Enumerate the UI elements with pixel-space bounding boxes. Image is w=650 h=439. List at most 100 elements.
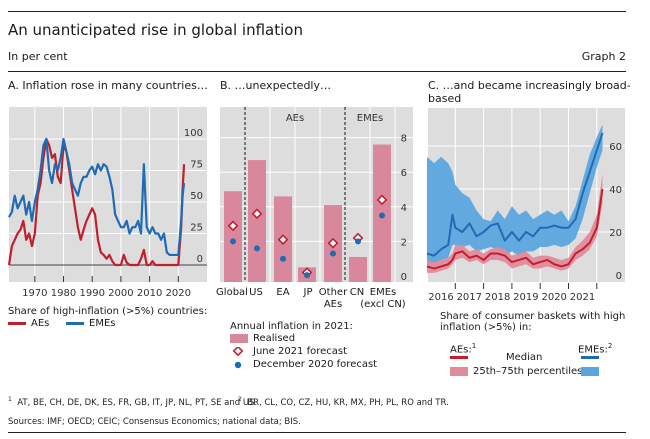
category-label-line: (excl CN)	[360, 299, 406, 310]
y-tick-label: 25	[190, 223, 203, 234]
legend-item-aes: AEs	[8, 318, 49, 329]
ae-median-line	[426, 188, 604, 270]
x-tick-label: 1970	[22, 288, 47, 299]
y-tick-label: 4	[401, 203, 407, 214]
x-tick-label: 2010	[137, 288, 162, 299]
panel-a-title: A. Inflation rose in many countries…	[8, 79, 208, 92]
footnote-text: AT, BE, CH, DE, DK, ES, FR, GB, IT, JP, …	[17, 397, 258, 408]
legend-item-realised: Realised	[230, 333, 295, 344]
dot-icon	[234, 361, 242, 368]
y-tick-label: 60	[609, 142, 622, 153]
legend-item-emes: EMEs	[66, 318, 115, 329]
category-label: Global	[216, 287, 248, 298]
x-tick-label: 2018	[485, 292, 510, 303]
eme-median-line	[426, 132, 604, 257]
page-title: An unanticipated rise in global inflatio…	[8, 21, 303, 39]
x-tick-label: 1980	[51, 288, 76, 299]
panel-c-legend-title-line1: Share of consumer baskets with high	[440, 311, 626, 322]
legend-median-label: Median	[506, 352, 543, 363]
footnote-text: BR, CL, CO, CZ, HU, KR, MX, PH, PL, RO a…	[247, 397, 449, 408]
marker-june-forecast	[277, 234, 289, 246]
legend-label: December 2020 forecast	[253, 359, 378, 370]
legend-label: EMEs	[89, 318, 116, 329]
group-label-aes: AEs	[286, 113, 304, 124]
category-label: JP	[303, 287, 313, 298]
category-label: EA	[276, 287, 290, 298]
bar-realised	[349, 256, 367, 282]
aes-line-swatch	[8, 322, 26, 325]
eme-heading-text: EMEs:	[578, 344, 608, 356]
eme-band-swatch	[581, 367, 599, 376]
category-label: US	[249, 287, 263, 298]
emes-line-swatch	[66, 322, 84, 325]
legend-label: AEs	[31, 318, 50, 329]
x-tick-label: 2020	[541, 292, 566, 303]
panel-b-chart: 0 2 4 6 8 AEs EMEs	[220, 107, 413, 283]
panel-b-title: B. …unexpectedly…	[220, 79, 331, 92]
panel-c-legend-title-line2: inflation (>5%) in:	[440, 322, 532, 333]
bar-realised	[224, 191, 242, 282]
marker-dec-forecast	[355, 238, 361, 245]
x-tick-label: 1990	[79, 288, 104, 299]
y-tick-label: 75	[190, 160, 203, 171]
charts-svg: 0 25 50 75 100 1970 1980 1990 2000 2010 2020 0 2 4 6 8…	[6, 107, 625, 303]
y-tick-label: 40	[609, 185, 622, 196]
marker-dec-forecast	[280, 255, 286, 262]
legend-band-label: 25th–75th percentiles	[473, 366, 583, 377]
marker-june-forecast	[327, 237, 339, 249]
x-tick-label: 2021	[570, 292, 595, 303]
y-tick-label: 20	[609, 228, 622, 239]
plot-background	[9, 107, 207, 282]
marker-dec-forecast	[230, 238, 236, 245]
footnote-ref-1: 1	[471, 342, 477, 350]
x-tick-label: 2017	[457, 292, 482, 303]
category-label-line: EMEs	[369, 287, 397, 298]
y-tick-label: 50	[190, 191, 203, 202]
category-label: EMEs (excl CN)	[353, 287, 413, 311]
marker-june-forecast	[251, 208, 263, 220]
ae-band-swatch	[450, 367, 468, 376]
footnote-1: 1 AT, BE, CH, DE, DK, ES, FR, GB, IT, JP…	[8, 396, 257, 408]
category-label-line: AEs	[323, 299, 343, 310]
footnote-number: 1	[8, 396, 12, 403]
legend-item-dec-forecast: December 2020 forecast	[230, 359, 377, 370]
x-tick-label: 2020	[166, 288, 191, 299]
marker-dec-forecast	[330, 250, 336, 257]
y-tick-label: 2	[401, 237, 407, 248]
ae-median-swatch	[450, 356, 468, 359]
panel-a-legend-title: Share of high-inflation (>5%) countries:	[8, 306, 208, 317]
eme-median-swatch	[581, 356, 599, 359]
bar-swatch	[230, 334, 248, 343]
panel-a-chart: 0 25 50 75 100 1970 1980 1990 2000 2010 2020	[6, 107, 207, 299]
marker-june-forecast	[227, 220, 239, 232]
legend-label: June 2021 forecast	[253, 346, 348, 357]
y-tick-label: 0	[197, 254, 203, 265]
units-label: In per cent	[8, 50, 68, 63]
y-tick-label: 100	[184, 128, 203, 139]
footnote-2: 2 BR, CL, CO, CZ, HU, KR, MX, PH, PL, RO…	[238, 396, 449, 408]
x-tick-label: 2019	[513, 292, 538, 303]
x-tick-label: 2016	[428, 292, 453, 303]
graph-number: Graph 2	[581, 50, 626, 63]
sources-note: Sources: IMF; OECD; CEIC; Consensus Econ…	[8, 417, 301, 427]
marker-dec-forecast	[254, 245, 260, 252]
category-label-line: Other	[318, 287, 348, 298]
ae-heading-text: AEs:	[450, 344, 472, 356]
legend-eme-heading: EMEs:2	[578, 340, 612, 356]
bottom-rule	[8, 432, 626, 433]
marker-dec-forecast	[304, 272, 310, 279]
panel-c-title-line1: C. …and became increasingly broad-	[428, 79, 631, 92]
panel-c-title-line2: based	[428, 92, 462, 105]
legend-item-june-forecast: June 2021 forecast	[230, 346, 347, 357]
marker-dec-forecast	[379, 212, 385, 219]
panel-c-chart: 0 20 40 60 2016 2017 2018 2019 2020 2021	[426, 108, 625, 303]
bar-realised	[248, 160, 266, 282]
x-tick-label: 2000	[108, 288, 133, 299]
ae-percentile-band	[427, 173, 603, 273]
eme-percentile-band	[427, 124, 603, 265]
top-rule	[8, 11, 626, 12]
footnote-ref-2: 2	[607, 342, 613, 350]
diamond-icon	[232, 346, 244, 356]
header-rule	[8, 71, 626, 72]
y-tick-label: 0	[616, 271, 622, 282]
